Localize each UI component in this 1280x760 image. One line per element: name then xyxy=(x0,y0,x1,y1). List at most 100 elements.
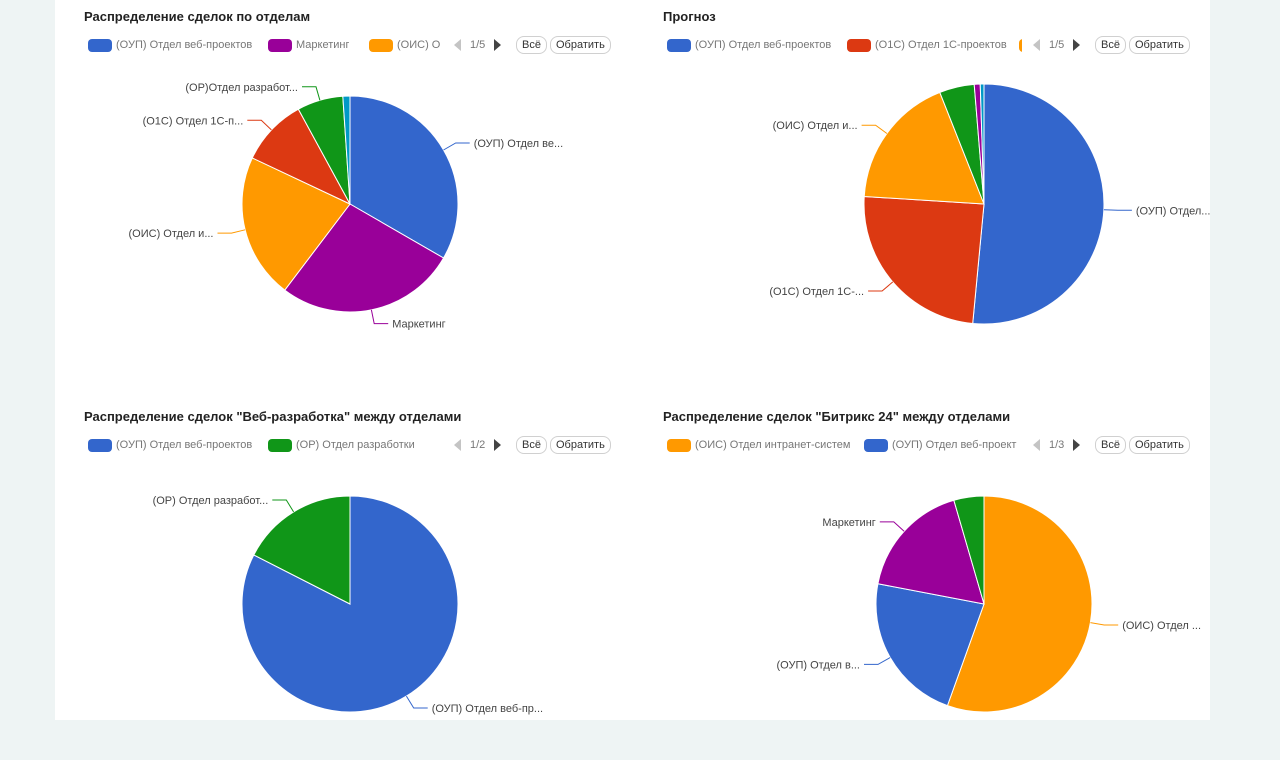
slice-label: (ОУП) Отдел... xyxy=(1136,205,1211,217)
invert-button[interactable]: Обратить xyxy=(1129,36,1190,54)
legend-label: Маркетинг xyxy=(296,39,350,51)
slice-label: (О1С) Отдел 1С-п... xyxy=(143,115,244,127)
legend-swatch xyxy=(847,38,871,52)
chart-panel-bitrix24: Распределение сделок "Битрикс 24" между … xyxy=(634,400,1214,760)
legend-swatch xyxy=(1019,38,1022,52)
pie-slice[interactable] xyxy=(877,499,985,605)
legend-label: (ОУП) Отдел веб-проектов xyxy=(695,39,832,51)
legend-label: (ОИС) Отдел интранет-систем xyxy=(695,439,851,451)
chart-title: Распределение сделок "Веб-разработка" ме… xyxy=(84,409,462,424)
legend-item[interactable]: (О1С) Отдел 1С-проектов xyxy=(847,37,1007,53)
legend-swatch xyxy=(88,438,112,452)
legend-swatch xyxy=(667,38,691,52)
slice-label-line xyxy=(1090,622,1119,626)
pager-prev-icon[interactable] xyxy=(1033,39,1040,51)
legend-pager: 1/5 xyxy=(1033,37,1081,53)
pie-slice[interactable] xyxy=(863,91,985,205)
pager-next-icon[interactable] xyxy=(494,439,502,451)
pie-slice[interactable] xyxy=(953,495,985,605)
slice-label-line xyxy=(217,229,246,234)
pie-slice[interactable] xyxy=(241,157,351,291)
legend-swatch xyxy=(88,38,112,52)
pie-slice[interactable] xyxy=(349,95,459,259)
legend-item[interactable]: (ОИС) О xyxy=(369,37,444,53)
slice-label: (ОР) Отдел разработ... xyxy=(153,495,269,507)
chart-legend: (ОИС) Отдел интранет-систем (ОУП) Отдел … xyxy=(667,436,1202,454)
pager-prev-icon[interactable] xyxy=(454,39,461,51)
pie-chart: (ОУП) Отдел... (О1С) Отдел 1С-... (ОИС) От… xyxy=(769,83,1211,325)
select-all-button[interactable]: Всё xyxy=(516,36,547,54)
chart-legend: (ОУП) Отдел веб-проектов (О1С) Отдел 1С-… xyxy=(667,36,1202,54)
pie-chart: (ОУП) Отдел ве... Маркетинг (ОИС) Отдел и.… xyxy=(129,82,564,331)
legend-item[interactable]: (ОУП) Отдел веб-проектов xyxy=(667,37,831,53)
pie-chart: (ОУП) Отдел веб-пр... (ОР) Отдел разработ… xyxy=(153,495,544,715)
slice-label-line xyxy=(370,309,389,325)
legend-item[interactable]: Маркетинг xyxy=(268,37,349,53)
slice-label-line xyxy=(864,657,891,665)
slice-label-line xyxy=(405,695,428,709)
pager-next-icon[interactable] xyxy=(494,39,502,51)
legend-label: (ОУП) Отдел веб-проектов xyxy=(116,39,253,51)
pager-text: 1/3 xyxy=(1049,439,1065,451)
legend-pager: 1/5 xyxy=(454,37,502,53)
select-all-button[interactable]: Всё xyxy=(1095,36,1126,54)
chart-panel-web-development: Распределение сделок "Веб-разработка" ме… xyxy=(55,400,635,760)
slice-label-line xyxy=(879,521,905,532)
legend-swatch xyxy=(667,438,691,452)
invert-button[interactable]: Обратить xyxy=(550,436,611,454)
legend-label: (ОУП) Отдел веб-проектов xyxy=(116,439,253,451)
legend-label: (ОИС) О xyxy=(397,39,441,51)
legend-swatch xyxy=(369,38,393,52)
invert-button[interactable]: Обратить xyxy=(550,36,611,54)
chart-legend: (ОУП) Отдел веб-проектов (ОР) Отдел разр… xyxy=(88,436,623,454)
slice-label: (О1С) Отдел 1С-... xyxy=(769,286,864,298)
chart-legend: (ОУП) Отдел веб-проектов Маркетинг (ОИС)… xyxy=(88,36,623,54)
legend-pager: 1/2 xyxy=(454,437,502,453)
legend-swatch xyxy=(864,438,888,452)
slice-label-line xyxy=(443,142,470,151)
pager-prev-icon[interactable] xyxy=(454,439,461,451)
pie-chart: (ОИС) Отдел ... (ОУП) Отдел в... Маркетинг xyxy=(777,495,1201,713)
pie-slice[interactable] xyxy=(863,195,985,325)
slice-label: (ОР)Отдел разработ... xyxy=(185,82,298,94)
legend-item[interactable]: (ОУП) Отдел веб-проект xyxy=(864,437,1024,453)
pager-prev-icon[interactable] xyxy=(1033,439,1040,451)
legend-item[interactable] xyxy=(1019,37,1022,53)
slice-label-line xyxy=(302,86,321,101)
pie-slice[interactable] xyxy=(284,203,445,313)
select-all-button[interactable]: Всё xyxy=(516,436,547,454)
slice-label-line xyxy=(247,119,272,131)
pie-slice[interactable] xyxy=(979,83,985,205)
pie-slice[interactable] xyxy=(946,495,1093,713)
legend-item[interactable]: (ОУП) Отдел веб-проектов xyxy=(88,37,252,53)
legend-item[interactable]: (ОИС) Отдел интранет-систем xyxy=(667,437,850,453)
slice-label: (ОИС) Отдел и... xyxy=(773,120,858,132)
slice-label-line xyxy=(272,499,295,513)
slice-label: (ОУП) Отдел ве... xyxy=(474,138,563,150)
select-all-button[interactable]: Всё xyxy=(1095,436,1126,454)
chart-title: Распределение сделок по отделам xyxy=(84,9,311,24)
slice-label: (ОИС) Отдел и... xyxy=(129,228,214,240)
legend-label: (ОУП) Отдел веб-проект xyxy=(892,439,1017,451)
slice-label: (ОИС) Отдел ... xyxy=(1122,620,1201,632)
slice-label-line xyxy=(1103,209,1132,211)
pager-next-icon[interactable] xyxy=(1073,39,1081,51)
slice-label: Маркетинг xyxy=(392,319,445,331)
pager-text: 1/5 xyxy=(1049,39,1065,51)
legend-swatch xyxy=(268,438,292,452)
slice-label: (ОУП) Отдел в... xyxy=(777,659,860,671)
legend-swatch xyxy=(268,38,292,52)
pager-text: 1/2 xyxy=(470,439,486,451)
dashboard: Распределение сделок по отделам (ОУП) От… xyxy=(55,0,1210,720)
pie-slice[interactable] xyxy=(972,83,1105,325)
pager-next-icon[interactable] xyxy=(1073,439,1081,451)
legend-item[interactable]: (ОР) Отдел разработки xyxy=(268,437,415,453)
pie-slice[interactable] xyxy=(241,495,459,713)
pager-text: 1/5 xyxy=(470,39,486,51)
legend-item[interactable]: (ОУП) Отдел веб-проектов xyxy=(88,437,252,453)
slice-label: (ОУП) Отдел веб-пр... xyxy=(432,703,543,715)
pie-slice[interactable] xyxy=(342,95,351,205)
chart-panel-forecast: Прогноз (ОУП) Отдел веб-проектов (О1С) О… xyxy=(634,0,1214,360)
invert-button[interactable]: Обратить xyxy=(1129,436,1190,454)
legend-label: (О1С) Отдел 1С-проектов xyxy=(875,39,1007,51)
